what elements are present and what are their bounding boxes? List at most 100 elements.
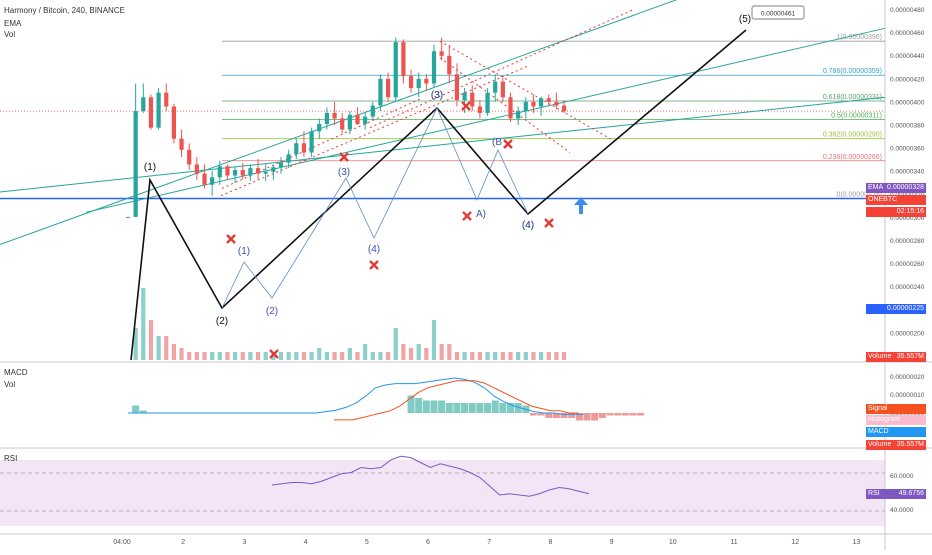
time-axis-label: 11	[730, 539, 737, 546]
wave-label: A)	[476, 209, 486, 220]
price-axis-label: 0.00000460	[890, 30, 925, 37]
candle-body	[523, 101, 528, 112]
rsi-axis-label: 60.0000	[890, 473, 914, 480]
signal-line	[334, 380, 579, 421]
candle-body	[187, 149, 192, 165]
price-axis-label: 0.00000280	[890, 238, 925, 245]
wave-label: (5)	[739, 14, 751, 25]
macd-histogram-bar	[614, 413, 622, 416]
candle-body	[332, 112, 337, 119]
badge-value: 0.00000225	[887, 305, 924, 312]
candle-body	[164, 92, 169, 107]
fib-level-label: 0.786(0.00000359)	[823, 68, 882, 75]
wave-label: (4)	[522, 220, 534, 231]
macd-axis-label: 0.00000020	[890, 374, 925, 381]
red-x-stroke	[461, 101, 471, 111]
red-x-marker	[369, 260, 379, 270]
red-x-stroke	[503, 139, 513, 149]
candle-body	[133, 111, 138, 217]
volume-bar	[347, 348, 352, 360]
candle-body	[301, 143, 307, 153]
volume-bar	[546, 352, 551, 360]
wave-label: (3)	[431, 90, 443, 101]
candle-body	[416, 78, 421, 89]
volume-bar	[225, 352, 230, 360]
candle-body	[347, 114, 352, 130]
red-x-marker	[503, 139, 513, 149]
candle-body	[141, 97, 146, 112]
volume-bar	[286, 352, 291, 360]
badge-value: 35.557M	[896, 441, 924, 448]
candle-body	[447, 55, 452, 75]
wave-label: (4)	[522, 220, 534, 231]
volume-bar	[278, 352, 284, 360]
volume-bar	[194, 352, 199, 360]
volume-bar	[324, 352, 329, 360]
candle-body	[408, 76, 414, 89]
volume-bar	[401, 344, 406, 360]
wave-label: (1)	[144, 162, 156, 173]
time-axis-label: 12	[791, 539, 799, 546]
fib-level-label: 0.236(0.00000266)	[823, 154, 882, 161]
badge-label: RSI	[868, 490, 880, 497]
volume-bar	[171, 344, 176, 360]
badge-label: Signal	[868, 405, 888, 412]
volume-bar	[531, 352, 536, 360]
red-dotted-channel	[221, 98, 421, 189]
macd-axis-label: 0.00000010	[890, 392, 925, 399]
macd-histogram-bar	[476, 403, 484, 413]
macd-histogram-bar	[139, 410, 147, 413]
candle-body	[355, 114, 360, 124]
candle-body	[508, 97, 513, 119]
candle-body	[294, 143, 299, 155]
price-axis-label: 0.00000340	[890, 169, 925, 176]
channel-lower-line	[85, 27, 886, 213]
badge-value: 49.6756	[898, 490, 924, 497]
time-axis-label: 4	[304, 539, 308, 546]
red-dotted-channel	[439, 57, 571, 153]
candle-body	[248, 168, 253, 176]
red-dotted-channel	[369, 9, 634, 129]
volume-bar	[554, 352, 559, 360]
candle-body	[202, 173, 207, 185]
macd-histogram-bar	[514, 403, 522, 413]
target-callout-value: 0.00000461	[761, 11, 796, 18]
macd-histogram-bar	[445, 403, 453, 413]
volume-bar	[393, 328, 398, 360]
macd-histogram-bar	[537, 413, 545, 416]
time-axis-label: 13	[853, 539, 861, 546]
red-dotted-channel	[220, 65, 529, 197]
volume-bar	[561, 352, 567, 360]
candle-body	[171, 106, 176, 139]
volume-bar	[233, 352, 238, 360]
candle-body	[255, 168, 261, 174]
price-axis-label: 0.00000480	[890, 7, 925, 14]
volume-bar	[332, 352, 337, 360]
candle-body	[240, 169, 245, 176]
macd-histogram-bar	[438, 400, 446, 413]
up-arrow-icon	[574, 197, 588, 214]
macd-vol-legend: Vol	[4, 380, 16, 389]
candle-body	[500, 81, 505, 98]
price-axis-label: 0.00000300	[890, 215, 925, 222]
volume-bar	[493, 352, 498, 360]
macd-histogram-bar	[499, 403, 507, 413]
macd-badge: Signal-0.00000000	[866, 404, 926, 414]
candle-body	[156, 92, 161, 128]
red-x-stroke	[462, 211, 472, 221]
macd-badge: Volume 35.557M	[866, 440, 926, 450]
volume-bar	[516, 352, 521, 360]
macd-legend: MACD	[4, 368, 28, 377]
rsi-badge: RSI 49.6756	[866, 489, 926, 499]
volume-bar	[301, 352, 307, 360]
macd-histogram-bar	[430, 400, 438, 413]
red-x-stroke	[269, 349, 279, 359]
candle-body	[493, 81, 498, 93]
volume-bar	[340, 352, 345, 360]
candle-body	[263, 171, 268, 174]
red-x-marker	[544, 218, 554, 228]
